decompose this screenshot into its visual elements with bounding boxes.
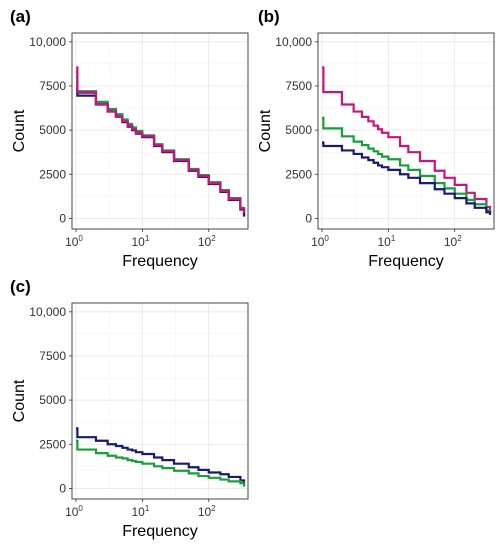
panel-b-y-tick-label: 2500 bbox=[285, 167, 312, 181]
panel-c-y-tick-label: 7500 bbox=[39, 349, 66, 363]
panel-a-y-axis-title: Count bbox=[11, 109, 28, 152]
panel-a-y-tick-label: 10,000 bbox=[29, 35, 66, 49]
panel-b-y-tick-label: 0 bbox=[305, 211, 312, 225]
panel-c-y-axis: 0 2500 5000 7500 10,000 bbox=[29, 305, 72, 495]
panel-a-x-tick-label: 100 bbox=[65, 234, 83, 249]
panel-c-x-axis-title: Frequency bbox=[122, 523, 198, 540]
panel-b-series-line-2 bbox=[321, 116, 492, 214]
panel-b-series bbox=[321, 66, 492, 215]
panel-a-series bbox=[75, 66, 246, 217]
panel-b-x-axis: 100 101 102 bbox=[311, 229, 462, 249]
panel-b-plot-frame bbox=[317, 32, 495, 230]
panel-a-series-line-4 bbox=[75, 66, 246, 214]
panel-a-x-axis: 100 101 102 bbox=[65, 229, 216, 249]
panel-c-series-line-2 bbox=[75, 439, 246, 487]
panel-a-series-line-3 bbox=[75, 88, 246, 217]
panel-b-x-tick-label: 100 bbox=[311, 234, 329, 249]
panel-c-series-line-1 bbox=[75, 427, 246, 484]
panel-a-plot-frame bbox=[71, 32, 249, 230]
panel-a-y-tick-label: 7500 bbox=[39, 79, 66, 93]
panel-a-label: (a) bbox=[10, 7, 31, 26]
panel-c-gridlines bbox=[72, 303, 248, 499]
panel-b-x-tick-label: 101 bbox=[377, 234, 395, 249]
panel-b-y-axis: 0 2500 5000 7500 10,000 bbox=[275, 35, 318, 225]
panel-a-y-axis: 0 2500 5000 7500 10,000 bbox=[29, 35, 72, 225]
panel-c-plot-frame bbox=[71, 302, 249, 500]
panel-c-series bbox=[75, 427, 246, 487]
panel-a-y-tick-label: 5000 bbox=[39, 123, 66, 137]
panel-b-y-tick-label: 7500 bbox=[285, 79, 312, 93]
panel-c-y-tick-label: 0 bbox=[59, 481, 66, 495]
panel-c-y-axis-title: Count bbox=[11, 379, 28, 422]
panel-c-x-axis: 100 101 102 bbox=[65, 499, 216, 519]
panel-c: (c) Count Frequency 0 2500 5000 7500 10,000 1… bbox=[10, 277, 249, 540]
panel-c-y-tick-label: 5000 bbox=[39, 393, 66, 407]
panel-b-y-tick-label: 5000 bbox=[285, 123, 312, 137]
panel-a-y-tick-label: 0 bbox=[59, 211, 66, 225]
panel-a-gridlines bbox=[72, 33, 248, 229]
panel-b-label: (b) bbox=[258, 7, 280, 26]
panel-b-x-axis-title: Frequency bbox=[368, 253, 444, 270]
panel-b-y-axis-title: Count bbox=[257, 109, 274, 152]
panel-c-y-tick-label: 2500 bbox=[39, 437, 66, 451]
panel-c-x-tick-label: 102 bbox=[198, 504, 216, 519]
panel-a-x-tick-label: 102 bbox=[198, 234, 216, 249]
panel-b-series-line-3 bbox=[321, 141, 492, 215]
panel-b-x-tick-label: 102 bbox=[444, 234, 462, 249]
panel-c-x-tick-label: 101 bbox=[131, 504, 149, 519]
panel-c-label: (c) bbox=[10, 277, 31, 296]
panel-a-y-tick-label: 2500 bbox=[39, 167, 66, 181]
panel-a-x-tick-label: 101 bbox=[131, 234, 149, 249]
panel-c-y-tick-label: 10,000 bbox=[29, 305, 66, 319]
panel-b: (b) Count Frequency 0 2500 5000 7500 10,000 1… bbox=[257, 7, 495, 270]
panel-c-x-tick-label: 100 bbox=[65, 504, 83, 519]
panel-a-x-axis-title: Frequency bbox=[122, 253, 198, 270]
panel-a: (a) Count Frequency 0 2500 5000 7500 10,000 1… bbox=[10, 7, 249, 270]
panel-a-series-line-1 bbox=[75, 70, 246, 216]
panel-b-y-tick-label: 10,000 bbox=[275, 35, 312, 49]
panel-b-series-line-1 bbox=[321, 66, 492, 213]
